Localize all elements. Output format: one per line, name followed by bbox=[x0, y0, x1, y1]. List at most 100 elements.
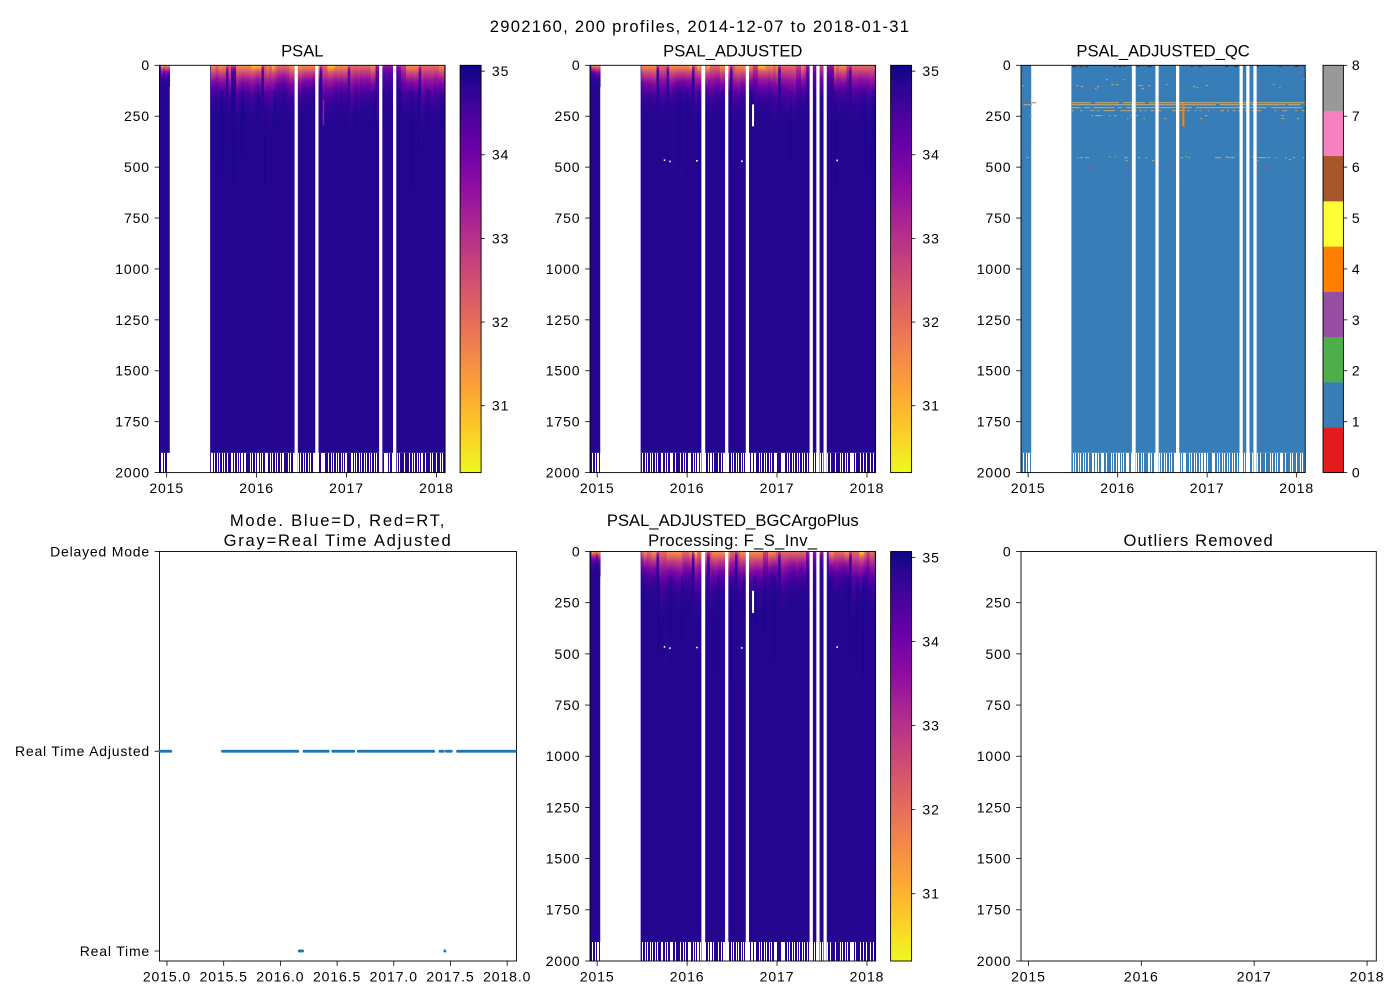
svg-text:2018.0: 2018.0 bbox=[483, 969, 531, 985]
svg-text:35: 35 bbox=[492, 63, 509, 79]
svg-text:1750: 1750 bbox=[115, 414, 150, 430]
svg-text:PSAL_ADJUSTED_BGCArgoPlus: PSAL_ADJUSTED_BGCArgoPlus bbox=[607, 511, 859, 530]
svg-text:250: 250 bbox=[985, 108, 1011, 124]
svg-text:1000: 1000 bbox=[977, 748, 1012, 764]
svg-text:500: 500 bbox=[985, 646, 1011, 662]
svg-text:32: 32 bbox=[922, 314, 939, 330]
svg-text:1: 1 bbox=[1352, 414, 1360, 430]
svg-text:750: 750 bbox=[554, 697, 580, 713]
svg-text:2017: 2017 bbox=[329, 480, 364, 496]
svg-text:2015: 2015 bbox=[1011, 969, 1046, 985]
svg-text:32: 32 bbox=[922, 802, 939, 818]
svg-text:2018: 2018 bbox=[419, 480, 454, 496]
svg-text:5: 5 bbox=[1352, 210, 1360, 226]
svg-text:Real Time Adjusted: Real Time Adjusted bbox=[15, 743, 150, 759]
svg-text:3: 3 bbox=[1352, 312, 1360, 328]
svg-text:500: 500 bbox=[985, 159, 1011, 175]
svg-text:2017: 2017 bbox=[1237, 969, 1272, 985]
svg-text:1750: 1750 bbox=[977, 902, 1012, 918]
svg-text:1000: 1000 bbox=[977, 261, 1012, 277]
svg-text:2016.0: 2016.0 bbox=[256, 969, 304, 985]
svg-text:250: 250 bbox=[985, 595, 1011, 611]
svg-text:6: 6 bbox=[1352, 159, 1360, 175]
svg-text:1750: 1750 bbox=[546, 902, 581, 918]
svg-text:2015.0: 2015.0 bbox=[143, 969, 191, 985]
svg-text:500: 500 bbox=[554, 159, 580, 175]
svg-text:35: 35 bbox=[922, 549, 939, 565]
svg-text:8: 8 bbox=[1352, 57, 1360, 73]
svg-text:2015.5: 2015.5 bbox=[200, 969, 248, 985]
svg-text:2018: 2018 bbox=[850, 969, 885, 985]
svg-text:0: 0 bbox=[1003, 543, 1012, 559]
svg-text:2015: 2015 bbox=[580, 969, 615, 985]
svg-text:2000: 2000 bbox=[977, 465, 1012, 481]
svg-text:500: 500 bbox=[124, 159, 150, 175]
svg-text:250: 250 bbox=[554, 595, 580, 611]
svg-text:Outliers Removed: Outliers Removed bbox=[1123, 531, 1273, 550]
svg-text:2018: 2018 bbox=[850, 480, 885, 496]
svg-text:2016: 2016 bbox=[670, 969, 705, 985]
svg-text:Gray=Real Time Adjusted: Gray=Real Time Adjusted bbox=[224, 531, 453, 550]
svg-text:PSAL_ADJUSTED: PSAL_ADJUSTED bbox=[663, 41, 802, 60]
svg-text:2016: 2016 bbox=[239, 480, 274, 496]
svg-text:31: 31 bbox=[492, 398, 509, 414]
svg-text:33: 33 bbox=[922, 717, 939, 733]
svg-text:2017: 2017 bbox=[760, 480, 795, 496]
svg-text:0: 0 bbox=[1352, 465, 1360, 481]
svg-text:35: 35 bbox=[922, 63, 939, 79]
svg-text:1250: 1250 bbox=[546, 799, 581, 815]
svg-text:750: 750 bbox=[985, 210, 1011, 226]
svg-text:1750: 1750 bbox=[977, 414, 1012, 430]
svg-text:Delayed Mode: Delayed Mode bbox=[50, 543, 150, 559]
svg-text:31: 31 bbox=[922, 886, 939, 902]
svg-text:0: 0 bbox=[141, 57, 150, 73]
svg-text:2015: 2015 bbox=[1011, 480, 1046, 496]
svg-text:2: 2 bbox=[1352, 363, 1360, 379]
svg-text:2016: 2016 bbox=[670, 480, 705, 496]
svg-text:750: 750 bbox=[124, 210, 150, 226]
svg-text:1000: 1000 bbox=[546, 748, 581, 764]
svg-text:750: 750 bbox=[554, 210, 580, 226]
svg-text:2000: 2000 bbox=[115, 465, 150, 481]
svg-text:2000: 2000 bbox=[977, 953, 1012, 969]
svg-text:2017: 2017 bbox=[1190, 480, 1225, 496]
svg-text:2016: 2016 bbox=[1100, 480, 1135, 496]
svg-text:PSAL_ADJUSTED_QC: PSAL_ADJUSTED_QC bbox=[1076, 41, 1249, 60]
svg-text:2017: 2017 bbox=[760, 969, 795, 985]
svg-text:250: 250 bbox=[124, 108, 150, 124]
svg-text:PSAL: PSAL bbox=[281, 41, 323, 60]
svg-text:2017.0: 2017.0 bbox=[370, 969, 418, 985]
svg-text:2000: 2000 bbox=[546, 465, 581, 481]
svg-text:1250: 1250 bbox=[546, 312, 581, 328]
svg-text:2015: 2015 bbox=[580, 480, 615, 496]
svg-text:4: 4 bbox=[1352, 261, 1360, 277]
svg-text:34: 34 bbox=[922, 633, 939, 649]
svg-text:1500: 1500 bbox=[546, 851, 581, 867]
svg-text:1500: 1500 bbox=[546, 363, 581, 379]
svg-text:2018: 2018 bbox=[1350, 969, 1385, 985]
svg-text:0: 0 bbox=[572, 57, 581, 73]
svg-text:33: 33 bbox=[922, 230, 939, 246]
svg-text:7: 7 bbox=[1352, 108, 1360, 124]
svg-text:34: 34 bbox=[922, 147, 939, 163]
svg-text:0: 0 bbox=[1003, 57, 1012, 73]
svg-text:1250: 1250 bbox=[115, 312, 150, 328]
svg-text:2018: 2018 bbox=[1279, 480, 1314, 496]
svg-text:Real Time: Real Time bbox=[80, 943, 150, 959]
svg-text:1500: 1500 bbox=[115, 363, 150, 379]
svg-text:31: 31 bbox=[922, 398, 939, 414]
svg-text:1250: 1250 bbox=[977, 312, 1012, 328]
svg-text:32: 32 bbox=[492, 314, 509, 330]
svg-text:1000: 1000 bbox=[546, 261, 581, 277]
svg-text:1000: 1000 bbox=[115, 261, 150, 277]
svg-text:Mode. Blue=D, Red=RT,: Mode. Blue=D, Red=RT, bbox=[230, 511, 446, 530]
svg-text:1750: 1750 bbox=[546, 414, 581, 430]
svg-text:2015: 2015 bbox=[149, 480, 184, 496]
svg-text:2017.5: 2017.5 bbox=[426, 969, 474, 985]
svg-text:2016: 2016 bbox=[1124, 969, 1159, 985]
svg-text:34: 34 bbox=[492, 147, 509, 163]
svg-text:0: 0 bbox=[572, 543, 581, 559]
svg-text:1500: 1500 bbox=[977, 363, 1012, 379]
svg-text:1500: 1500 bbox=[977, 851, 1012, 867]
svg-text:500: 500 bbox=[554, 646, 580, 662]
